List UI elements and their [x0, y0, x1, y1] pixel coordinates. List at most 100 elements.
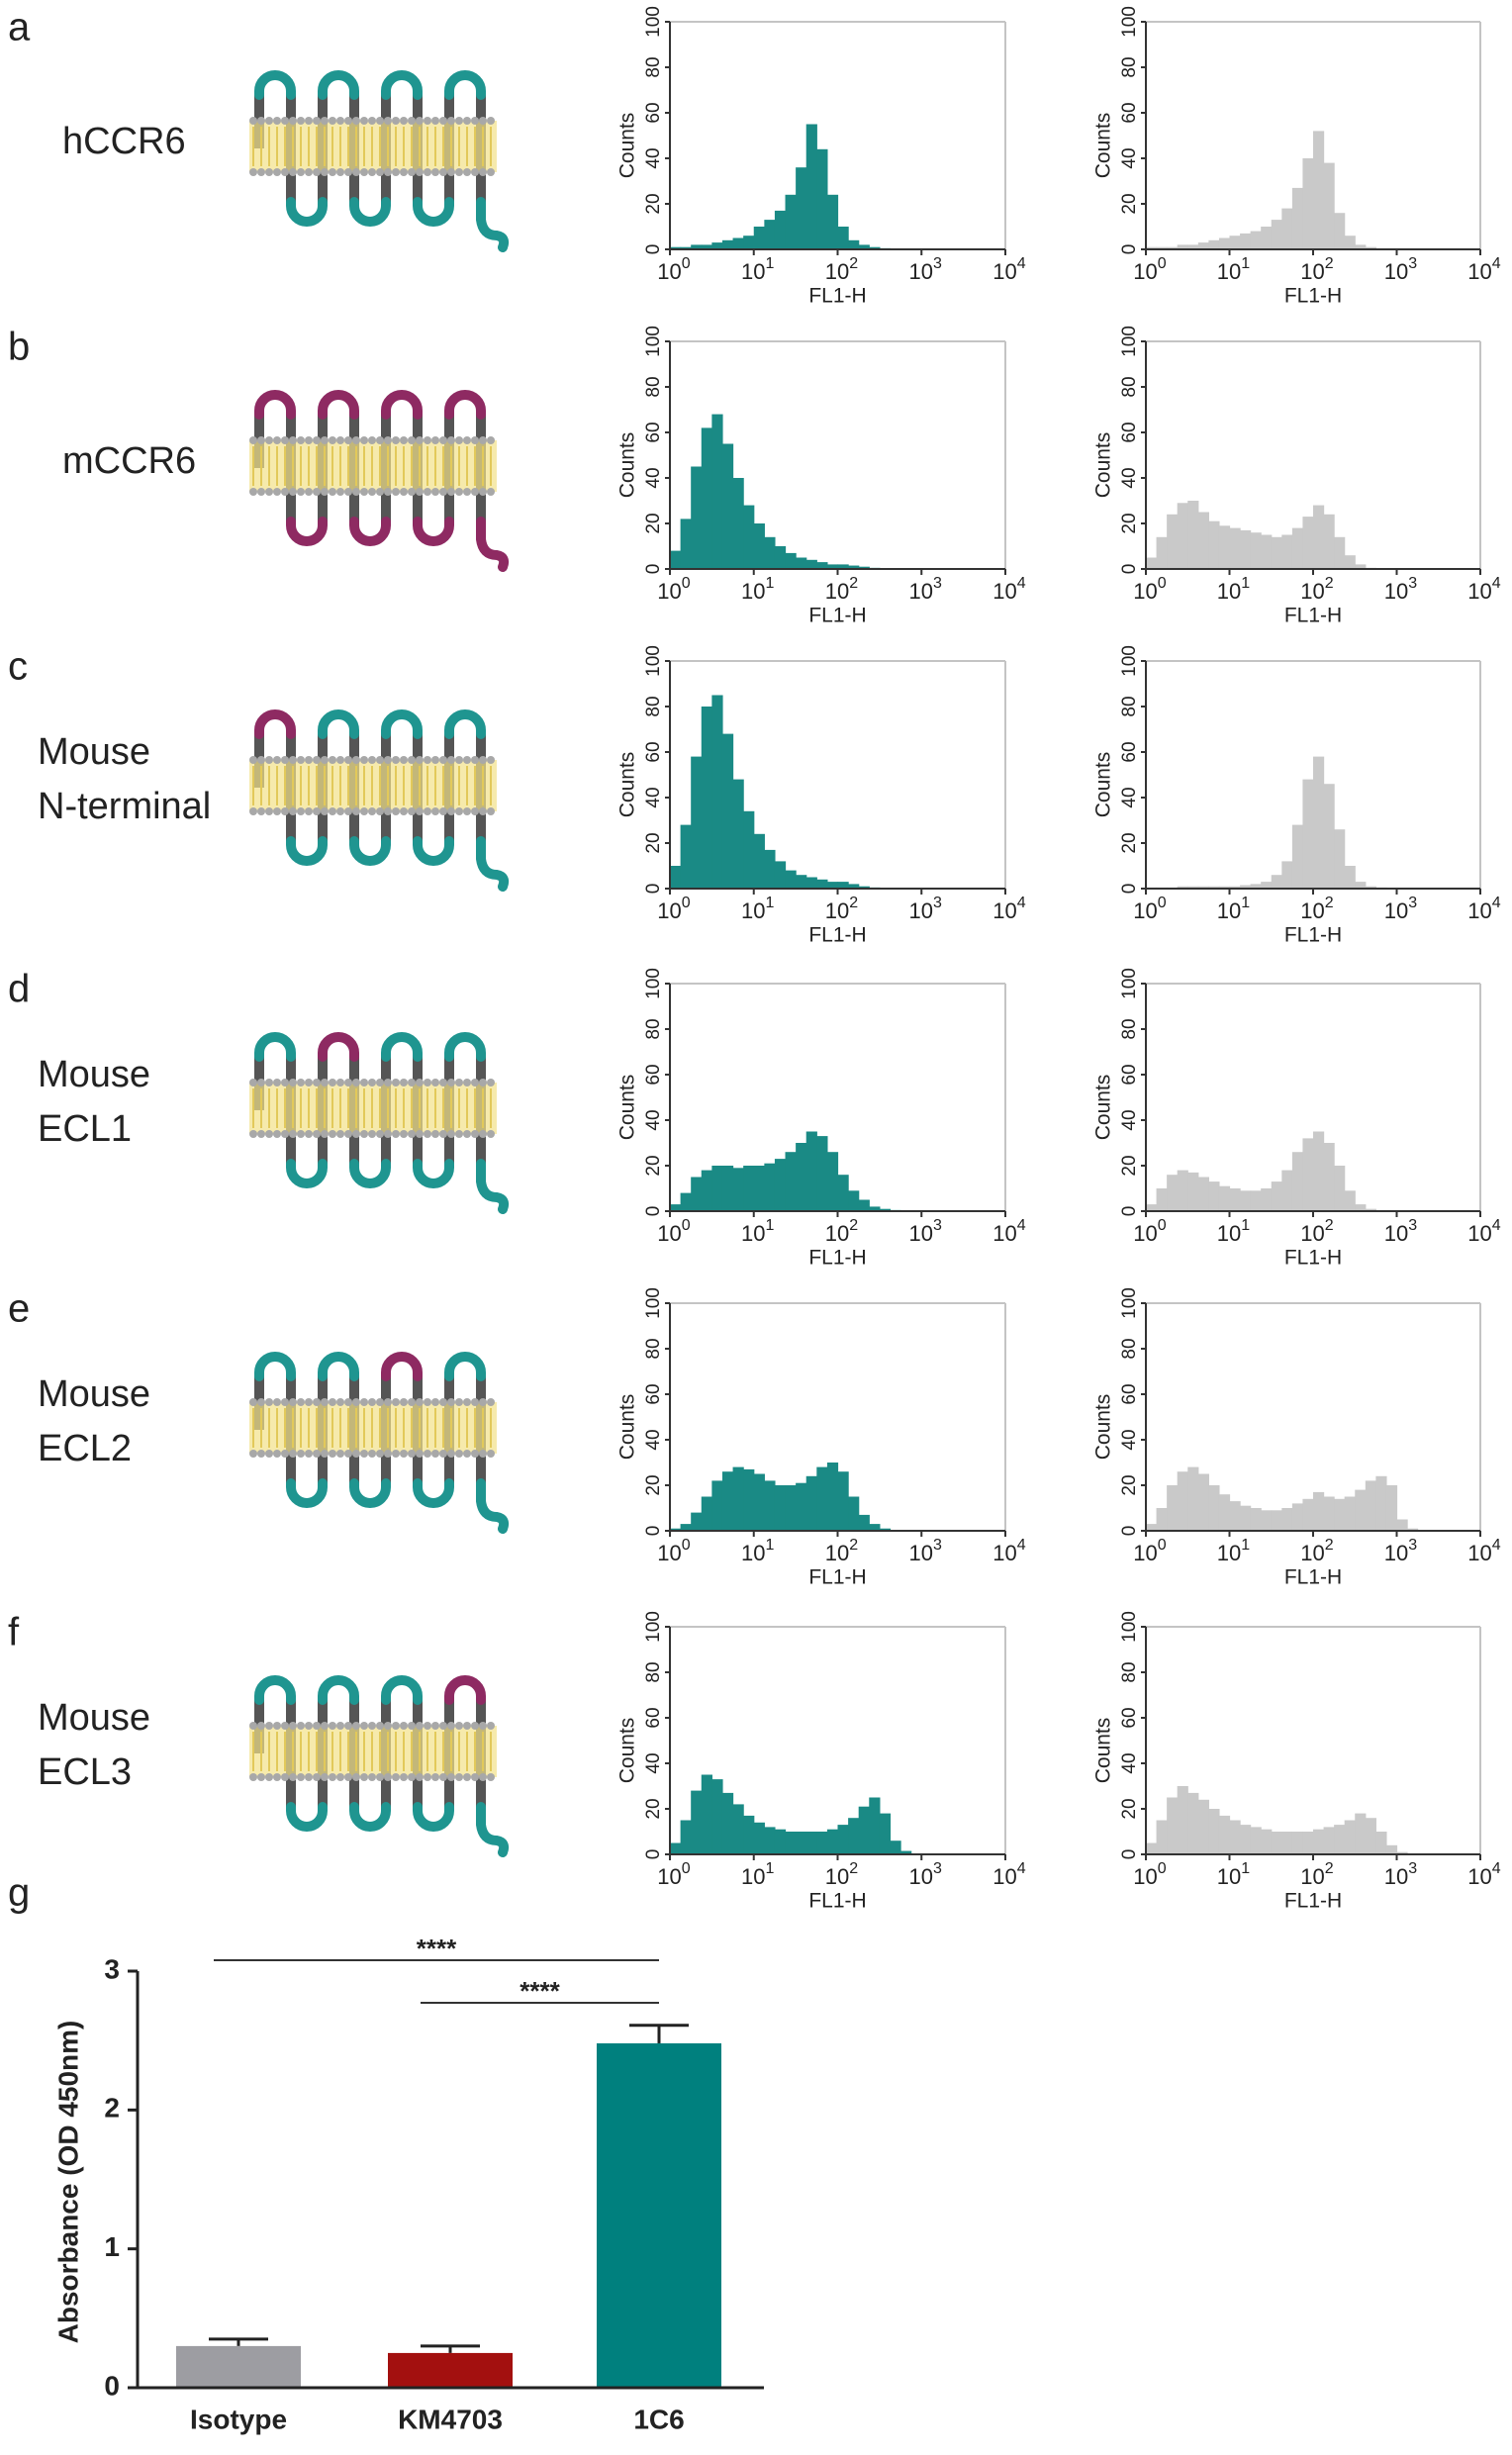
tick-base: 10 — [1133, 1221, 1157, 1246]
tick-exponent: 0 — [1158, 895, 1167, 911]
tick-base: 10 — [1217, 1541, 1241, 1565]
histogram-bar — [816, 562, 828, 569]
histogram-bar — [764, 220, 776, 249]
histogram-bar — [837, 1471, 849, 1531]
lipid-head — [447, 1130, 455, 1138]
lipid-head — [289, 488, 297, 496]
y-tick-label: 0 — [643, 564, 664, 575]
histogram-bar — [1197, 1799, 1209, 1854]
y-tick-label: 100 — [643, 968, 664, 999]
tick-base: 10 — [1300, 259, 1324, 284]
histogram-bar — [711, 242, 723, 249]
histogram-bar — [816, 148, 828, 249]
lipid-head — [297, 488, 305, 496]
lipid-head — [479, 1450, 487, 1458]
lipid-head — [352, 1130, 360, 1138]
icl — [413, 836, 454, 866]
x-axis-label: FL1-H — [808, 285, 866, 308]
lipid-head — [281, 117, 289, 125]
tick-exponent: 4 — [1017, 255, 1026, 272]
lipid-head — [487, 1079, 495, 1086]
tick-base: 10 — [825, 259, 849, 284]
lipid-head — [273, 1130, 281, 1138]
lipid-head — [439, 756, 447, 764]
y-tick-label: 80 — [1119, 376, 1140, 397]
lipid-head — [463, 436, 471, 444]
histogram-bar — [1385, 1485, 1398, 1531]
histogram-bar — [774, 546, 787, 569]
lipid-head — [336, 756, 344, 764]
histogram-bar — [732, 478, 744, 569]
lipid-head — [289, 756, 297, 764]
receptor-icon — [249, 1675, 510, 1857]
tick-exponent: 2 — [849, 1217, 858, 1234]
ecl3 — [444, 390, 486, 420]
lipid-head — [392, 1079, 400, 1086]
lipid-head — [289, 807, 297, 815]
y-tick-label: 0 — [643, 1206, 664, 1217]
tick-base: 10 — [992, 1864, 1016, 1889]
y-tick-label: 60 — [1119, 1707, 1140, 1728]
lipid-head — [368, 168, 376, 176]
histogram-bar — [711, 1779, 723, 1854]
lipid-head — [273, 488, 281, 496]
histogram-bar — [1313, 1131, 1325, 1211]
lipid-head — [368, 756, 376, 764]
histogram-bar — [1385, 1844, 1398, 1854]
lipid-head — [257, 436, 265, 444]
lipid-head — [273, 1079, 281, 1086]
lipid-head — [408, 1450, 416, 1458]
lipid-head — [329, 1450, 336, 1458]
histogram-bar — [1323, 514, 1335, 569]
lipid-head — [392, 117, 400, 125]
y-axis-label: Counts — [1092, 113, 1115, 179]
lipid-head — [273, 168, 281, 176]
histogram-bar — [743, 236, 755, 249]
histogram-bar — [1156, 1508, 1168, 1531]
histogram-bar — [753, 1166, 765, 1211]
histogram-bar — [1281, 861, 1293, 889]
ecl3 — [444, 1352, 486, 1381]
y-tick-label: 20 — [643, 193, 664, 214]
tick-exponent: 0 — [682, 895, 691, 911]
histogram-bar — [1261, 1188, 1273, 1211]
lipid-head — [360, 807, 368, 815]
x-tick-label: 100 — [657, 1860, 690, 1889]
tick-base: 10 — [741, 1864, 765, 1889]
lipid-head — [289, 1450, 297, 1458]
lipid-head — [289, 1398, 297, 1406]
tick-exponent: 3 — [1408, 1537, 1417, 1554]
lipid-head — [439, 488, 447, 496]
histogram-bar — [1313, 1491, 1325, 1531]
x-tick-label: 100 — [1133, 575, 1166, 604]
histogram-bar — [848, 1818, 860, 1854]
lipid-head — [336, 1079, 344, 1086]
lipid-head — [313, 756, 321, 764]
histogram-bar — [879, 1813, 892, 1854]
x-axis-label: FL1-H — [808, 1890, 866, 1913]
lipid-head — [249, 1450, 257, 1458]
histogram-bar — [1177, 1170, 1188, 1211]
x-axis-label: FL1-H — [808, 1247, 866, 1270]
lipid-head — [400, 1773, 408, 1781]
receptor-icon — [249, 70, 510, 252]
y-tick-label: 60 — [643, 422, 664, 442]
histogram-bar — [1281, 1832, 1293, 1854]
lipid-head — [265, 1079, 273, 1086]
lipid-head — [305, 436, 313, 444]
y-tick-label: 40 — [1119, 147, 1140, 168]
lipid-head — [257, 1773, 265, 1781]
lipid-head — [344, 756, 352, 764]
histogram-bar — [879, 1208, 892, 1211]
histogram-bar — [1271, 536, 1282, 569]
histogram-bar — [837, 1175, 849, 1211]
histogram-bar — [816, 879, 828, 889]
x-tick-label: 101 — [741, 1217, 774, 1246]
histogram-bar — [837, 1825, 849, 1854]
lipid-head — [408, 168, 416, 176]
lipid-head — [408, 807, 416, 815]
x-tick-label: 104 — [1467, 1217, 1500, 1246]
x-tick-label: 102 — [825, 255, 858, 284]
tick-base: 10 — [1133, 579, 1157, 604]
lipid-head — [463, 1079, 471, 1086]
